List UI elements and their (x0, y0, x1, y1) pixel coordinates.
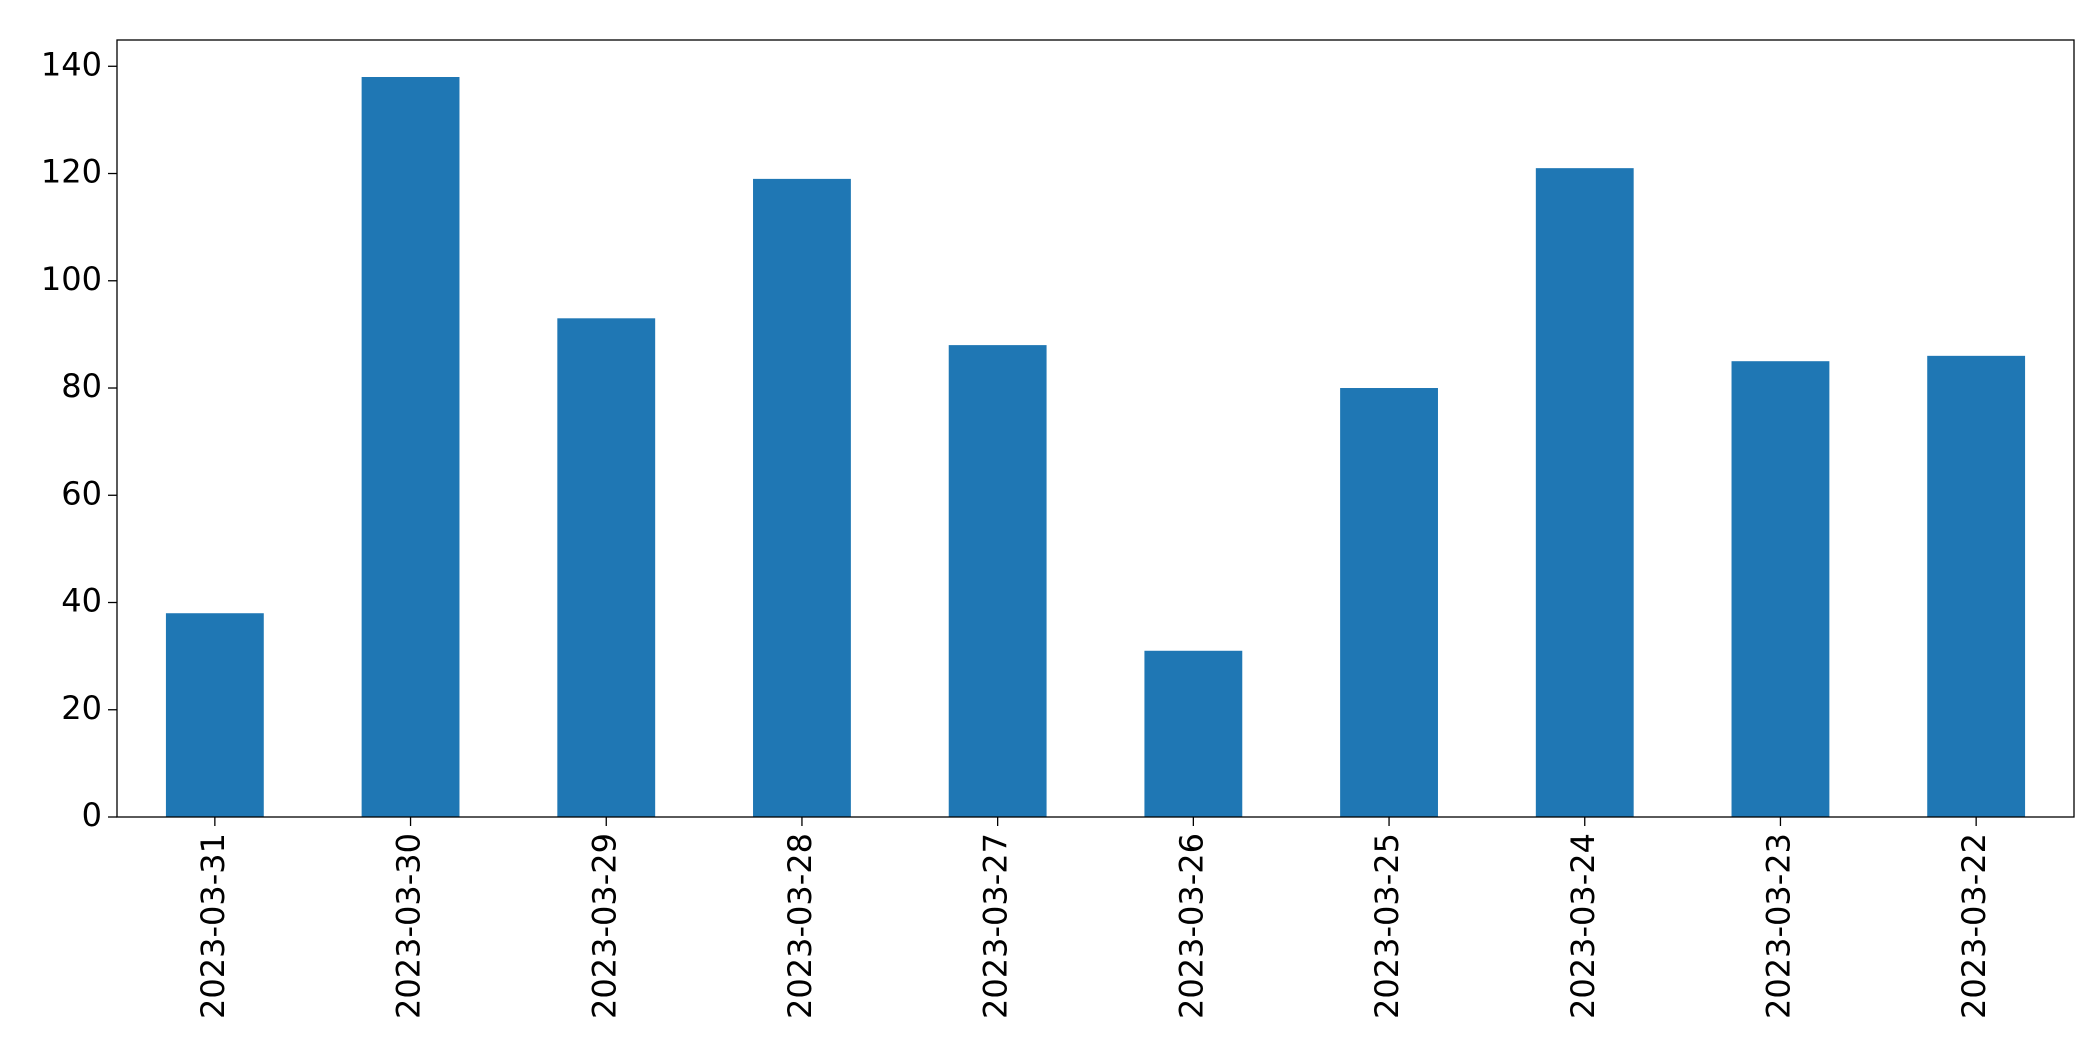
axes-frame (116, 39, 2075, 818)
bar (1340, 388, 1438, 817)
bar (753, 178, 851, 818)
bar (948, 345, 1047, 817)
bar (165, 613, 264, 817)
x-tick-label: 2023-03-27 (977, 833, 1015, 1019)
bar (1927, 355, 2026, 817)
bar (361, 77, 460, 817)
bar (1144, 650, 1243, 817)
x-tick-label: 2023-03-31 (194, 833, 232, 1019)
x-tick-label: 2023-03-22 (1955, 833, 1993, 1019)
bar (1535, 168, 1634, 817)
x-tick-label: 2023-03-29 (585, 833, 623, 1019)
x-tick-label: 2023-03-23 (1759, 833, 1797, 1019)
plot-area (165, 77, 2026, 818)
y-tick-label: 40 (61, 582, 102, 620)
x-tick-label: 2023-03-28 (781, 833, 819, 1019)
y-tick-label: 80 (61, 367, 102, 405)
y-tick-label: 0 (82, 796, 102, 834)
y-tick-label: 20 (61, 689, 102, 727)
x-tick-label: 2023-03-24 (1564, 833, 1602, 1019)
y-tick-label: 60 (61, 474, 102, 512)
y-tick-label: 140 (41, 45, 102, 83)
bar (557, 318, 656, 817)
x-tick-label: 2023-03-25 (1368, 833, 1406, 1019)
bar (1731, 361, 1830, 817)
x-tick-label: 2023-03-26 (1172, 833, 1210, 1019)
y-tick-label: 120 (41, 153, 102, 191)
y-tick-label: 100 (41, 260, 102, 298)
x-tick-label: 2023-03-30 (390, 833, 428, 1019)
